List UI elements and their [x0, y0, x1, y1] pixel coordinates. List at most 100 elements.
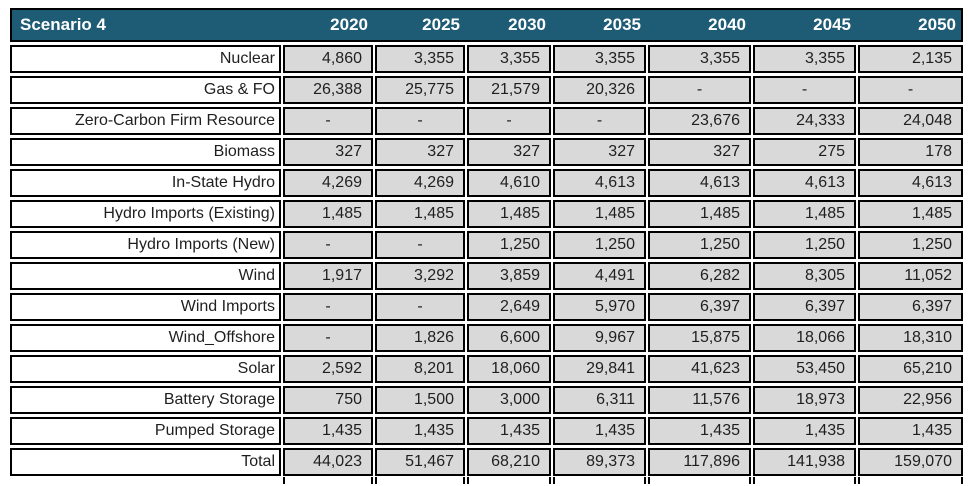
value-cell: 178 [858, 138, 963, 166]
value-cell: - [375, 107, 465, 135]
value-cell: 1,485 [283, 200, 373, 228]
column-header-2020: 2020 [330, 15, 368, 34]
cutoff-next-row-stubs [10, 477, 963, 484]
row-label: Total [10, 448, 281, 476]
column-header-2050: 2050 [918, 15, 956, 34]
row-label: Hydro Imports (New) [10, 231, 281, 259]
value-cell: 6,600 [467, 324, 551, 352]
value-cell: 1,500 [375, 386, 465, 414]
value-cell: 2,592 [283, 355, 373, 383]
table-row: Biomass 327 327 327 327 327 275 178 [10, 138, 963, 166]
value-cell: 8,305 [753, 262, 856, 290]
column-header-2025: 2025 [422, 15, 460, 34]
cutoff-cell-stub [648, 477, 751, 484]
value-cell: 1,485 [553, 200, 646, 228]
value-cell: 1,435 [553, 417, 646, 445]
value-cell: 18,973 [753, 386, 856, 414]
value-cell: 51,467 [375, 448, 465, 476]
value-cell: 29,841 [553, 355, 646, 383]
value-cell: 3,292 [375, 262, 465, 290]
value-cell: 1,435 [648, 417, 751, 445]
value-cell: 1,250 [648, 231, 751, 259]
cutoff-cell-stub [753, 477, 856, 484]
value-cell: 1,485 [858, 200, 963, 228]
value-cell: 4,613 [553, 169, 646, 197]
value-cell: - [375, 293, 465, 321]
row-label: Wind_Offshore [10, 324, 281, 352]
value-cell: 1,485 [648, 200, 751, 228]
value-cell: 1,250 [467, 231, 551, 259]
column-header-2045: 2045 [813, 15, 851, 34]
row-label: Zero-Carbon Firm Resource [10, 107, 281, 135]
value-cell: - [375, 231, 465, 259]
value-cell: 327 [467, 138, 551, 166]
value-cell: 6,311 [553, 386, 646, 414]
value-cell: - [753, 76, 856, 104]
value-cell: 25,775 [375, 76, 465, 104]
column-header-2040: 2040 [708, 15, 746, 34]
value-cell: 1,435 [858, 417, 963, 445]
table-row: Wind Imports - -2,649 5,970 6,397 6,397 6,397 [10, 293, 963, 321]
value-cell: 159,070 [858, 448, 963, 476]
table-row: Hydro Imports (New) - -1,250 1,250 1,250 1,25… [10, 231, 963, 259]
value-cell: - [553, 107, 646, 135]
cutoff-cell-stub [283, 477, 373, 484]
value-cell: 327 [648, 138, 751, 166]
value-cell: 1,250 [753, 231, 856, 259]
value-cell: 4,613 [648, 169, 751, 197]
row-label: Wind Imports [10, 293, 281, 321]
cutoff-cell-stub [375, 477, 465, 484]
row-label: Battery Storage [10, 386, 281, 414]
row-label: Wind [10, 262, 281, 290]
value-cell: 4,269 [283, 169, 373, 197]
value-cell: 4,491 [553, 262, 646, 290]
value-cell: 9,967 [553, 324, 646, 352]
value-cell: 53,450 [753, 355, 856, 383]
value-cell: 5,970 [553, 293, 646, 321]
value-cell: 750 [283, 386, 373, 414]
value-cell: 20,326 [553, 76, 646, 104]
value-cell: 11,576 [648, 386, 751, 414]
stub-spacer [10, 477, 281, 484]
row-label: In-State Hydro [10, 169, 281, 197]
value-cell: 3,000 [467, 386, 551, 414]
cutoff-cell-stub [553, 477, 646, 484]
value-cell: 89,373 [553, 448, 646, 476]
table-row: Hydro Imports (Existing) 1,485 1,485 1,485 1… [10, 200, 963, 228]
value-cell: 327 [283, 138, 373, 166]
column-header-2035: 2035 [603, 15, 641, 34]
row-label: Gas & FO [10, 76, 281, 104]
value-cell: - [858, 76, 963, 104]
table-row: Pumped Storage 1,435 1,435 1,435 1,435 1,435 1… [10, 417, 963, 445]
table-row: Wind 1,917 3,292 3,859 4,491 6,282 8,305 11,052 [10, 262, 963, 290]
value-cell: - [283, 293, 373, 321]
value-cell: 1,485 [467, 200, 551, 228]
value-cell: 6,282 [648, 262, 751, 290]
value-cell: 3,859 [467, 262, 551, 290]
value-cell: 6,397 [753, 293, 856, 321]
value-cell: 65,210 [858, 355, 963, 383]
table-row: Total 44,023 51,467 68,210 89,373 117,896 141,… [10, 448, 963, 476]
value-cell: 15,875 [648, 324, 751, 352]
value-cell: 1,435 [753, 417, 856, 445]
table-row: Gas & FO 26,388 25,775 21,579 20,326- - - [10, 76, 963, 104]
cutoff-cell-stub [467, 477, 551, 484]
value-cell: 8,201 [375, 355, 465, 383]
value-cell: 24,048 [858, 107, 963, 135]
value-cell: 1,250 [553, 231, 646, 259]
value-cell: 1,485 [753, 200, 856, 228]
value-cell: 6,397 [858, 293, 963, 321]
value-cell: 4,860 [283, 45, 373, 73]
value-cell: 22,956 [858, 386, 963, 414]
table-row: Nuclear 4,860 3,355 3,355 3,355 3,355 3,355 2,1… [10, 45, 963, 73]
value-cell: - [648, 76, 751, 104]
row-label: Biomass [10, 138, 281, 166]
table-row: Battery Storage 750 1,500 3,000 6,311 11,576 1… [10, 386, 963, 414]
value-cell: 3,355 [648, 45, 751, 73]
value-cell: - [467, 107, 551, 135]
value-cell: 1,435 [467, 417, 551, 445]
table-row: Wind_Offshore -1,826 6,600 9,967 15,875 18,06… [10, 324, 963, 352]
column-header-2030: 2030 [508, 15, 546, 34]
value-cell: - [283, 231, 373, 259]
